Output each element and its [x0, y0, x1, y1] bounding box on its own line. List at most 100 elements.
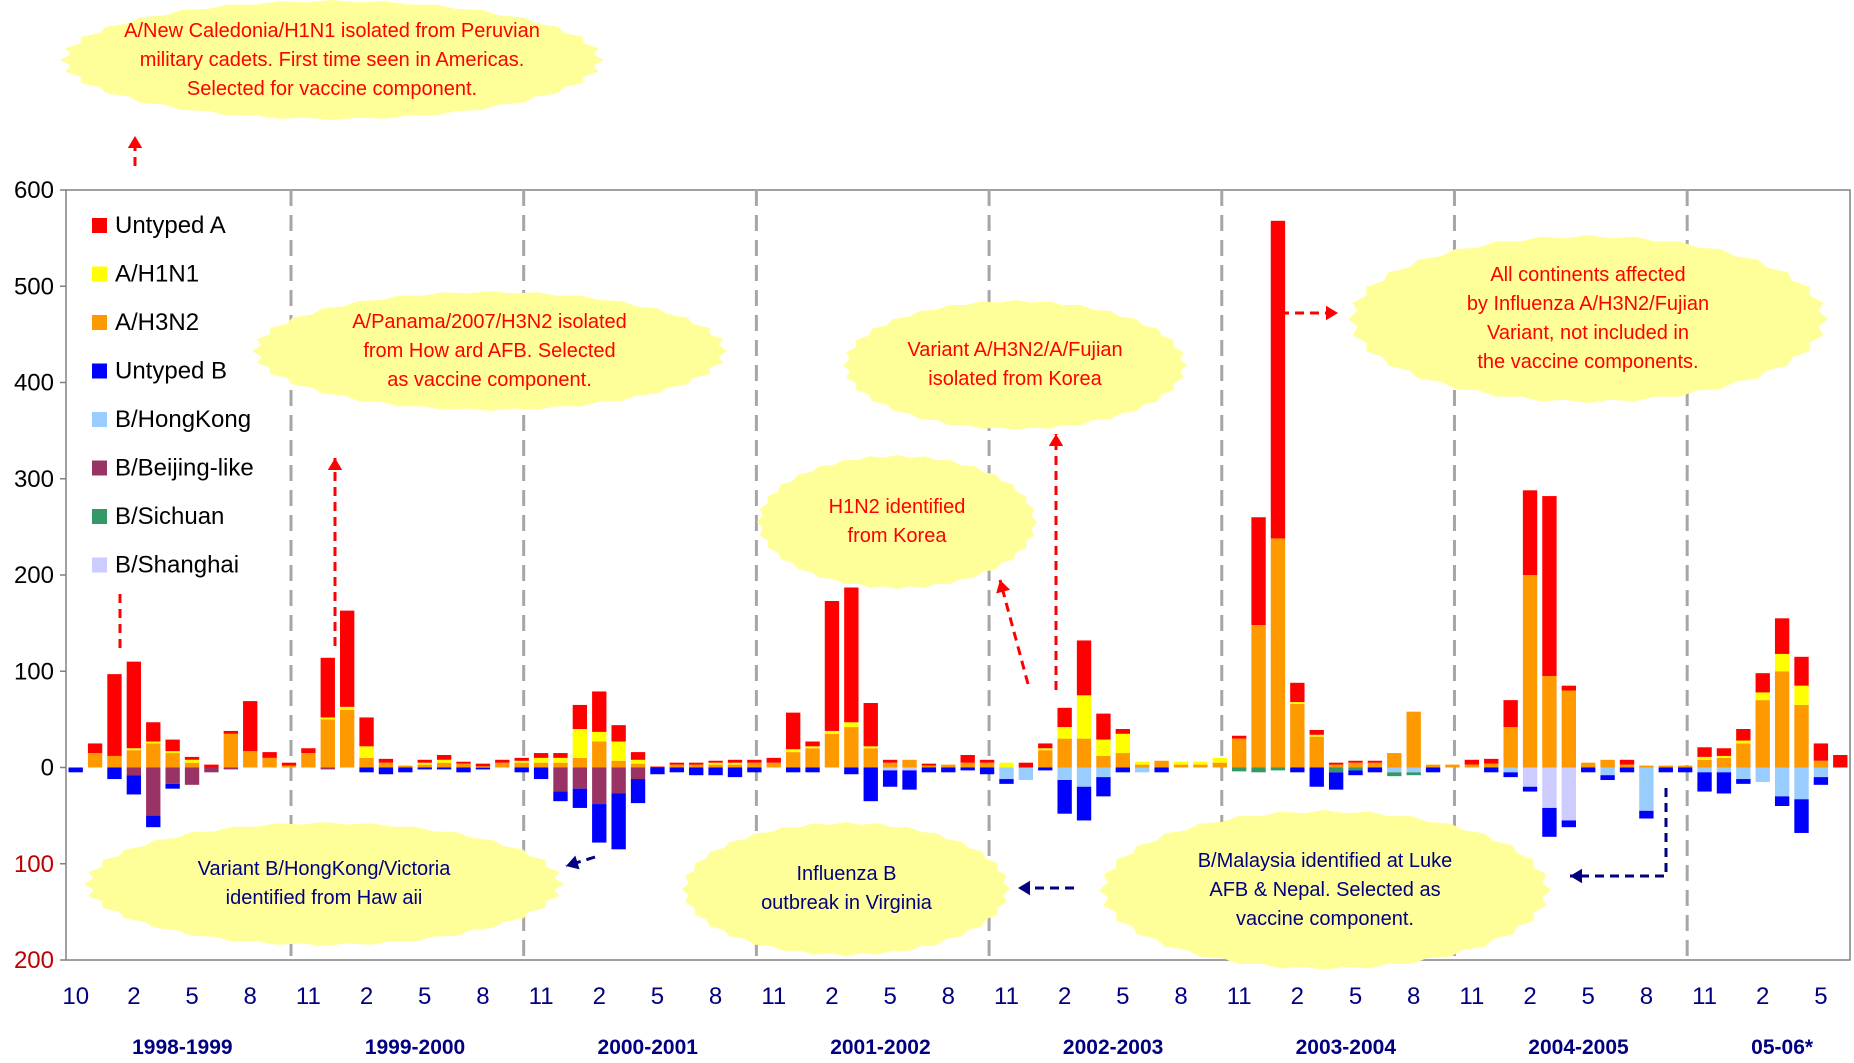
bar-segment [456, 761, 471, 764]
bar-segment [281, 765, 297, 768]
bar-segment [611, 741, 626, 761]
bar-segment [1290, 682, 1305, 703]
bar-segment [1755, 692, 1770, 701]
bar-segment [184, 756, 200, 760]
bar-segment [689, 762, 704, 765]
bar-segment [747, 762, 762, 768]
bar-segment [1212, 757, 1227, 763]
bar-segment [1135, 761, 1150, 765]
bar-segment [436, 759, 452, 763]
bar-segment [960, 762, 975, 768]
bar-segment [1309, 767, 1324, 787]
bar-segment [708, 764, 723, 768]
bar-segment [902, 770, 917, 790]
bar-segment [1774, 796, 1790, 806]
bar-segment [553, 753, 568, 758]
x-tick-label: 8 [244, 983, 257, 1010]
bar-segment [863, 767, 878, 802]
bar-segment [1173, 764, 1189, 768]
y-tick-label: 100 [14, 851, 54, 878]
bar-segment [1290, 767, 1305, 773]
bar-segment [359, 717, 374, 747]
bar-segment [1736, 743, 1751, 768]
bar-segment [1251, 625, 1266, 768]
bar-segment [1619, 759, 1635, 765]
bar-segment [378, 762, 394, 768]
bar-segment [1813, 777, 1829, 785]
bar-segment [1561, 820, 1577, 828]
bar-segment [1135, 764, 1150, 768]
bar-segment [1231, 735, 1247, 739]
bar-segment [126, 767, 142, 776]
season-label: 2003-2004 [1296, 1036, 1397, 1059]
bar-segment [398, 767, 413, 773]
x-tick-label: 8 [1407, 983, 1420, 1010]
bar-segment [1328, 767, 1344, 773]
bar-segment [1774, 671, 1790, 768]
season-label: 2002-2003 [1063, 1036, 1163, 1059]
bar-segment [126, 750, 142, 768]
bar-segment [805, 746, 820, 749]
bar-segment [243, 701, 258, 752]
bar-segment [359, 746, 374, 758]
season-label: 2000-2001 [598, 1036, 699, 1059]
bar-segment [1561, 685, 1577, 691]
arrow-line [565, 855, 596, 868]
bar-segment [1813, 743, 1829, 761]
bar-segment [824, 600, 840, 731]
bar-segment [844, 727, 859, 768]
x-tick-label: 5 [883, 983, 896, 1010]
x-tick-label: 10 [62, 983, 89, 1010]
y-tick-label: 100 [14, 658, 54, 685]
bar-segment [436, 767, 452, 770]
bar-segment [727, 762, 743, 765]
bar-segment [1542, 676, 1557, 768]
x-tick-label: 2 [593, 983, 606, 1010]
bar-segment [863, 703, 878, 747]
bar-segment [1406, 711, 1421, 768]
bar-segment [146, 767, 161, 816]
bar-segment [844, 767, 859, 775]
x-tick-label: 8 [709, 983, 722, 1010]
bar-segment [979, 759, 995, 763]
bar-segment [1542, 767, 1557, 808]
arrow-head [327, 458, 343, 470]
bar-segment [921, 765, 937, 768]
bar-segment [1425, 767, 1441, 773]
bar-segment [1697, 772, 1712, 792]
bar-segment [1542, 496, 1557, 677]
bar-segment [553, 762, 568, 768]
bar-segment [611, 760, 626, 768]
bar-segment [514, 760, 529, 763]
arrows [118, 136, 1668, 896]
x-tick-label: 11 [296, 983, 321, 1010]
bar-segment [320, 767, 335, 770]
bar-segment [204, 764, 219, 768]
bar-segment [146, 722, 161, 742]
bar-segment [611, 725, 626, 742]
bar-segment [689, 764, 704, 768]
bar-segment [1464, 759, 1480, 765]
bar-segment [146, 815, 161, 828]
bar-segment [630, 763, 646, 768]
bar-segment [107, 755, 122, 768]
bar-segment [1367, 767, 1383, 773]
bar-segment [1076, 786, 1092, 821]
legend-label: B/Sichuan [115, 503, 224, 530]
callout-panama: A/Panama/2007/H3N2 isolated from How ard… [352, 310, 627, 391]
bar-segment [301, 753, 316, 768]
bar-segment [689, 767, 704, 776]
legend-label: Untyped B [115, 358, 227, 385]
bar-segment [553, 791, 568, 802]
bar-segment [1038, 748, 1053, 751]
x-tick-label: 8 [1174, 983, 1187, 1010]
x-tick-label: 11 [529, 983, 554, 1010]
bar-segment [727, 759, 743, 763]
bar-segment [87, 753, 103, 768]
bar-segment [1018, 762, 1034, 768]
bar-segment [1658, 765, 1673, 768]
x-tick-label: 8 [1640, 983, 1653, 1010]
bar-segment [592, 804, 607, 843]
bar-segment [533, 767, 549, 780]
bar-segment [1348, 760, 1363, 763]
